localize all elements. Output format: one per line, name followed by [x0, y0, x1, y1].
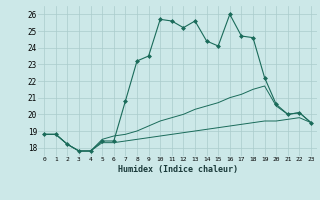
X-axis label: Humidex (Indice chaleur): Humidex (Indice chaleur)	[118, 165, 238, 174]
